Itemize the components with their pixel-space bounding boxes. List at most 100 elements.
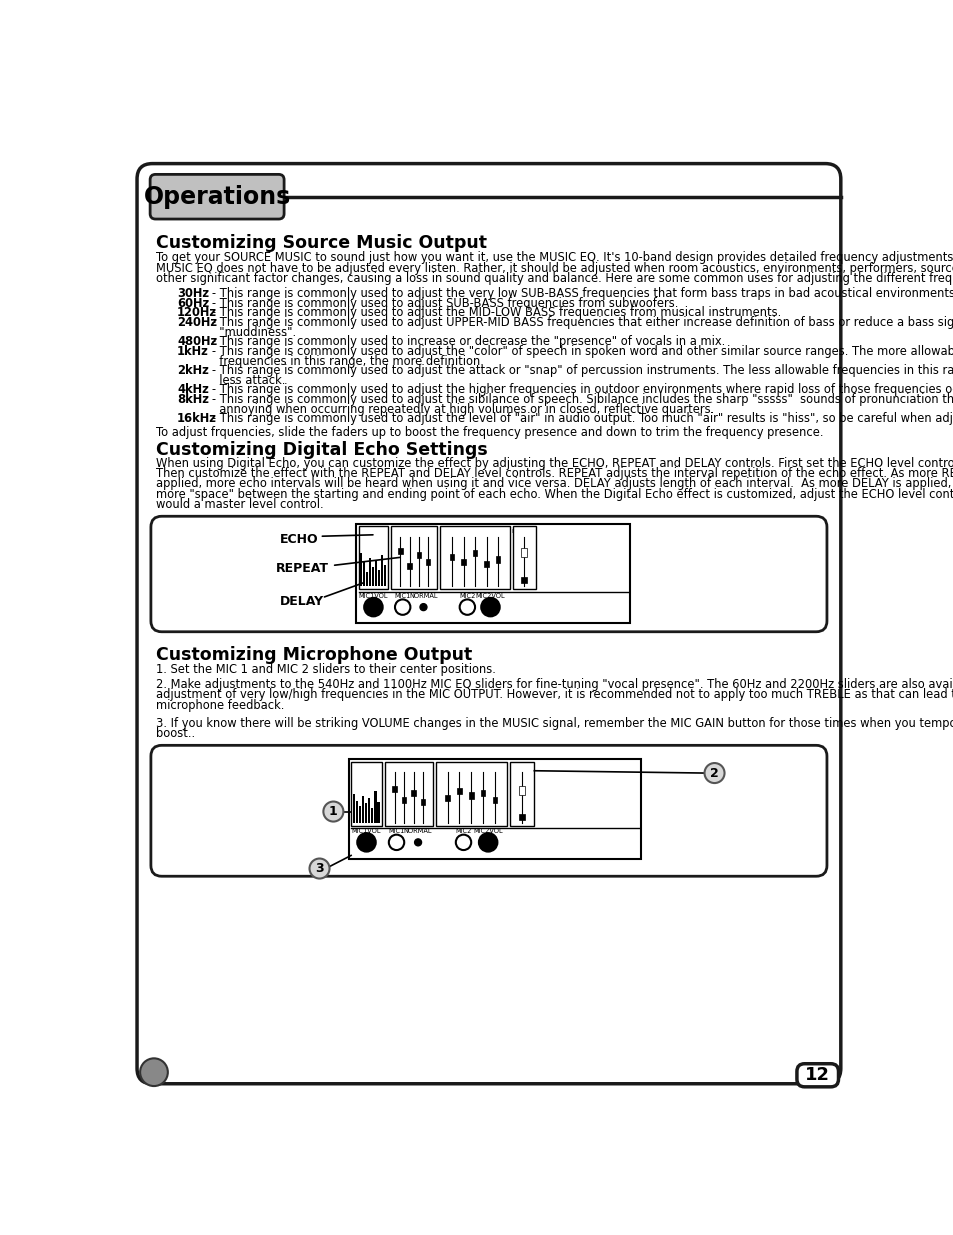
Text: Operations: Operations	[143, 185, 291, 210]
Text: 12: 12	[804, 1066, 829, 1084]
Bar	[376, 803, 379, 823]
Ellipse shape	[389, 835, 404, 850]
Text: 1: 1	[329, 805, 337, 818]
Text: - This range is commonly used to adjust SUB-BASS frequencies from subwoofers.: - This range is commonly used to adjust …	[213, 296, 679, 310]
Text: MASTER: MASTER	[509, 763, 535, 769]
Ellipse shape	[478, 834, 497, 852]
Text: DISPLAY: DISPLAY	[360, 532, 386, 537]
Text: annoying when occurring repeatedly at high volumes or in closed, reflective quar: annoying when occurring repeatedly at hi…	[213, 403, 714, 416]
Bar	[456, 788, 461, 794]
Text: 2kHz: 2kHz	[177, 364, 209, 377]
Text: To get your SOURCE MUSIC to sound just how you want it, use the MUSIC EQ. It's 1: To get your SOURCE MUSIC to sound just h…	[156, 252, 953, 264]
Text: MIC2VOL: MIC2VOL	[473, 829, 502, 835]
Ellipse shape	[419, 604, 427, 610]
Text: MIC1VOL: MIC1VOL	[352, 829, 381, 835]
Text: other significant factor changes, causing a loss in sound quality and balance. H: other significant factor changes, causin…	[156, 272, 953, 285]
Bar	[355, 802, 357, 823]
Text: frequencies in this range, the more definition.: frequencies in this range, the more defi…	[213, 354, 484, 368]
Bar	[374, 792, 376, 823]
Text: 4kHz: 4kHz	[177, 383, 209, 396]
Bar	[375, 561, 376, 587]
Text: - This range is commonly used to adjust the MID-LOW BASS frequencies from musica: - This range is commonly used to adjust …	[213, 306, 781, 320]
Bar	[440, 526, 509, 589]
FancyBboxPatch shape	[137, 163, 840, 1084]
Text: - This range is commonly used to adjust the level of "air" in audio output. Too : - This range is commonly used to adjust …	[213, 412, 953, 425]
Text: MIC2: MIC2	[455, 829, 471, 835]
Text: MIC2: MIC2	[458, 593, 475, 599]
Bar	[513, 526, 536, 589]
Text: To adjust frquencies, slide the faders up to boost the frequency presence and do: To adjust frquencies, slide the faders u…	[156, 426, 823, 438]
Bar	[473, 550, 476, 556]
Text: 30Hz: 30Hz	[177, 288, 209, 300]
FancyBboxPatch shape	[150, 174, 284, 219]
Ellipse shape	[459, 599, 475, 615]
Text: - This range is commonly used to increase or decrease the "presence" of vocals i: - This range is commonly used to increas…	[213, 336, 725, 348]
Bar	[397, 548, 402, 555]
Bar	[383, 564, 385, 587]
Circle shape	[140, 1058, 168, 1086]
Text: 240Hz: 240Hz	[177, 316, 217, 329]
Ellipse shape	[395, 599, 410, 615]
Text: EQ: EQ	[362, 763, 371, 769]
Circle shape	[703, 763, 723, 783]
Text: more "space" between the starting and ending point of each echo. When the Digita: more "space" between the starting and en…	[156, 488, 953, 500]
Bar	[496, 557, 500, 563]
Bar	[351, 762, 381, 826]
Text: EQ: EQ	[369, 529, 377, 534]
Text: MIC2VOL: MIC2VOL	[476, 593, 505, 599]
Bar	[401, 797, 406, 803]
Text: MUSIC EQ does not have to be adjusted every listen. Rather, it should be adjuste: MUSIC EQ does not have to be adjusted ev…	[156, 262, 953, 274]
Text: Then customize the effect with the REPEAT and DELAY level controls. REPEAT adjus: Then customize the effect with the REPEA…	[156, 467, 953, 480]
Text: 1kHz: 1kHz	[177, 345, 209, 358]
Bar	[358, 806, 361, 823]
Text: 2. Make adjustments to the 540Hz and 1100Hz MIC EQ sliders for fine-tuning "voca: 2. Make adjustments to the 540Hz and 110…	[156, 678, 953, 690]
Bar	[518, 814, 524, 820]
Bar	[363, 562, 365, 587]
Bar	[411, 790, 416, 797]
Text: MIC EFFECT: MIC EFFECT	[389, 763, 428, 769]
Text: less attack.: less attack.	[213, 374, 286, 387]
Text: adjustment of very low/high frequencies in the MIC OUTPUT. However, it is recomm: adjustment of very low/high frequencies …	[156, 688, 953, 701]
Text: - This range is commonly used to adjust UPPER-MID BASS frequencies that either i: - This range is commonly used to adjust …	[213, 316, 953, 329]
Ellipse shape	[456, 835, 471, 850]
Text: - This range is commonly used to adjust the very low SUB-BASS frequencies that f: - This range is commonly used to adjust …	[213, 288, 953, 300]
Text: 120Hz: 120Hz	[177, 306, 217, 320]
Bar	[425, 558, 430, 564]
Bar	[449, 555, 454, 561]
Text: 480Hz: 480Hz	[177, 336, 217, 348]
Text: "muddiness".: "muddiness".	[213, 326, 296, 338]
Ellipse shape	[364, 598, 382, 616]
Bar	[372, 567, 374, 587]
Text: NORMAL: NORMAL	[409, 593, 437, 599]
FancyBboxPatch shape	[151, 516, 826, 632]
FancyBboxPatch shape	[151, 746, 826, 877]
Bar	[520, 577, 527, 583]
Bar	[460, 558, 465, 564]
Bar	[407, 563, 412, 569]
Text: - This range is commonly used to adjust the attack or "snap" of percussion instr: - This range is commonly used to adjust …	[213, 364, 953, 377]
Text: applied, more echo intervals will be heard when using it and vice versa. DELAY a: applied, more echo intervals will be hea…	[156, 478, 953, 490]
Bar	[509, 762, 534, 826]
Bar	[492, 797, 497, 803]
Bar	[353, 794, 355, 823]
Bar	[380, 556, 382, 587]
Text: MIC1: MIC1	[388, 829, 404, 835]
Text: Customizing Source Music Output: Customizing Source Music Output	[156, 235, 487, 252]
Text: 60Hz: 60Hz	[177, 296, 209, 310]
Text: DELAY: DELAY	[279, 595, 323, 608]
Bar	[445, 794, 450, 800]
Text: MASTER: MASTER	[511, 529, 537, 534]
Bar	[385, 762, 433, 826]
Text: - This range is commonly used to adjust the "color" of speech in spoken word and: - This range is commonly used to adjust …	[213, 345, 953, 358]
Ellipse shape	[480, 598, 499, 616]
Text: Customizing Microphone Output: Customizing Microphone Output	[156, 646, 472, 663]
Text: 3: 3	[314, 862, 323, 876]
Bar	[391, 526, 436, 589]
Text: REPEAT: REPEAT	[275, 562, 328, 576]
Bar	[366, 572, 368, 587]
Text: ECHO: ECHO	[279, 534, 317, 546]
Bar	[518, 787, 524, 795]
Bar	[416, 552, 420, 558]
Text: - This range is commonly used to adjust the higher frequencies in outdoor enviro: - This range is commonly used to adjust …	[213, 383, 953, 396]
Text: DISPLAY: DISPLAY	[354, 768, 379, 773]
